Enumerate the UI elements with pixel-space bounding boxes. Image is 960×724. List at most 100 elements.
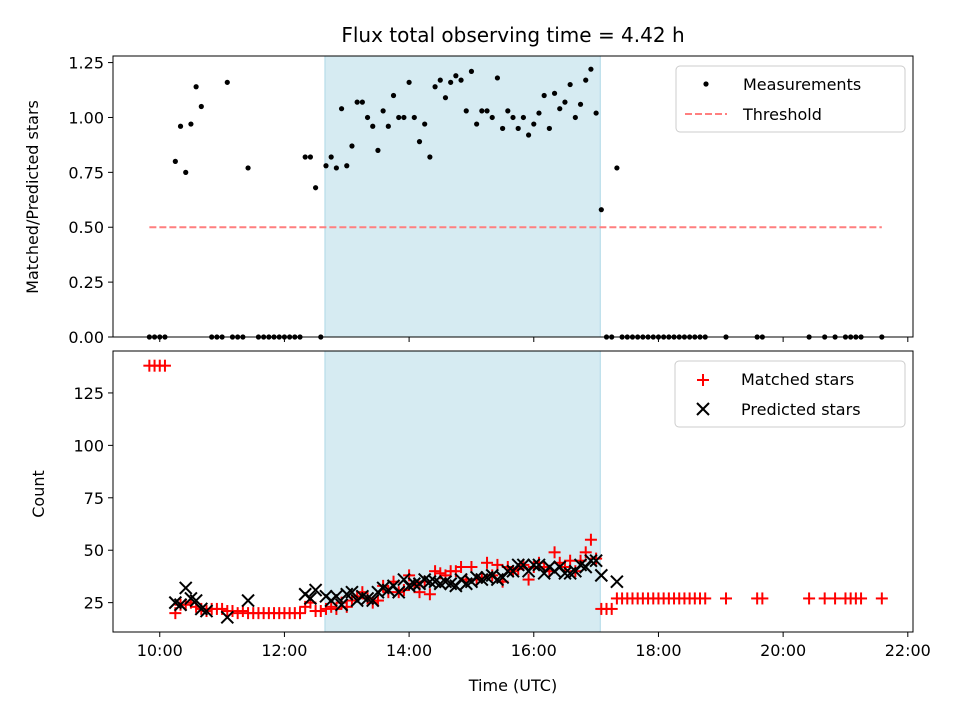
measurements-point xyxy=(541,92,547,99)
measurements-point xyxy=(375,147,381,153)
measurements-point xyxy=(551,90,558,96)
predicted-stars-point xyxy=(308,583,323,597)
measurements-point xyxy=(474,121,480,127)
predicted-stars-point xyxy=(610,574,624,589)
measurements-point xyxy=(224,79,230,85)
matched-stars-point xyxy=(855,592,868,605)
measurements-point xyxy=(183,169,189,175)
predicted-stars-point xyxy=(329,589,344,604)
y-tick-label: 0.50 xyxy=(68,218,104,237)
measurements-point xyxy=(370,123,376,129)
legend-predicted-marker xyxy=(696,402,710,416)
y-tick-label: 0.25 xyxy=(68,273,104,292)
predicted-stars-point xyxy=(589,553,603,568)
x-tick-label: 20:00 xyxy=(760,641,806,660)
measurements-point xyxy=(307,154,314,160)
predicted-stars-point xyxy=(189,593,203,608)
matched-stars-point xyxy=(584,533,597,546)
measurements-point xyxy=(489,114,495,121)
matched-stars-point xyxy=(756,592,769,605)
measurements-point xyxy=(406,79,412,85)
ratio-plot: 0.00 0.25 0.50 0.75 1.00 1.25 Matched/Predict… xyxy=(23,54,914,347)
measurements-point xyxy=(525,132,532,138)
measurements-point xyxy=(312,185,319,191)
measurements-point xyxy=(463,108,469,114)
matched-stars-point xyxy=(314,605,327,618)
measurements-point xyxy=(302,154,308,160)
measurements-point xyxy=(577,101,584,107)
measurements-point xyxy=(505,108,511,114)
measurements-point xyxy=(349,143,355,149)
matched-stars-point xyxy=(158,359,171,372)
measurements-point xyxy=(572,114,578,121)
measurements-point xyxy=(500,125,506,132)
measurements-point xyxy=(583,77,589,83)
measurements-point xyxy=(411,114,417,121)
measurements-point xyxy=(177,123,184,129)
matched-stars-point xyxy=(719,592,732,605)
measurements-point xyxy=(562,99,568,105)
predicted-stars-point xyxy=(423,574,437,589)
matched-stars-point xyxy=(455,560,468,573)
matched-stars-point xyxy=(294,607,307,620)
matched-stars-point xyxy=(522,573,535,586)
measurements-point xyxy=(614,165,620,171)
measurements-point xyxy=(593,110,599,116)
ratio-plot-legend: Measurements Threshold xyxy=(675,65,906,133)
predicted-stars-point xyxy=(334,598,349,612)
measurements-point xyxy=(494,75,501,81)
measurements-point xyxy=(416,139,423,145)
predicted-stars-point xyxy=(527,558,541,572)
measurements-point xyxy=(588,66,594,72)
count-plot-legend: Matched stars Predicted stars xyxy=(674,360,906,428)
measurements-point xyxy=(245,165,251,171)
legend-predicted-label: Predicted stars xyxy=(741,400,861,419)
y-tick-label: 0.00 xyxy=(68,328,104,347)
count-plot-ylabel: Count xyxy=(29,470,48,518)
measurements-point xyxy=(567,81,573,88)
predicted-stars-point xyxy=(532,558,546,572)
y-tick-label: 25 xyxy=(84,594,104,613)
y-tick-label: 50 xyxy=(84,541,104,560)
measurements-point xyxy=(442,95,449,101)
legend-measurements-label: Measurements xyxy=(743,75,861,94)
legend-matched-marker xyxy=(697,374,709,386)
x-tick-label: 12:00 xyxy=(261,641,307,660)
predicted-stars-point xyxy=(179,581,193,595)
predicted-stars-point xyxy=(345,585,359,599)
y-tick-label: 75 xyxy=(84,489,104,508)
measurements-point xyxy=(520,114,526,121)
ratio-plot-frame xyxy=(112,55,914,338)
measurements-point xyxy=(193,84,199,90)
measurements-point xyxy=(531,121,537,127)
measurements-point xyxy=(422,121,428,127)
matched-stars-point xyxy=(829,592,842,605)
measurements-point xyxy=(510,114,516,121)
predicted-stars-point xyxy=(501,564,515,578)
ratio-plot-ylabel: Matched/Predicted stars xyxy=(23,100,42,294)
measurements-point xyxy=(359,99,365,105)
measurements-point xyxy=(390,92,397,99)
x-tick-label: 18:00 xyxy=(635,641,681,660)
matched-stars-point xyxy=(605,602,618,615)
y-tick-label: 1.00 xyxy=(68,108,104,127)
predicted-stars-point xyxy=(241,593,255,608)
measurements-point xyxy=(427,154,433,160)
measurements-point xyxy=(437,77,443,83)
matched-stars-point xyxy=(231,607,244,620)
measurements-point xyxy=(484,108,490,114)
observing-span xyxy=(324,55,601,338)
matched-stars-point xyxy=(548,546,561,559)
predicted-stars-point xyxy=(220,610,234,625)
x-tick-label: 14:00 xyxy=(386,641,432,660)
measurements-point xyxy=(448,79,454,85)
predicted-stars-point xyxy=(407,577,422,591)
matched-stars-point xyxy=(481,556,494,569)
predicted-stars-point xyxy=(558,566,572,580)
legend-matched-label: Matched stars xyxy=(741,370,854,389)
observing-span xyxy=(324,350,601,633)
measurements-point xyxy=(458,77,464,83)
measurements-point xyxy=(328,154,334,160)
measurements-point xyxy=(354,99,360,105)
